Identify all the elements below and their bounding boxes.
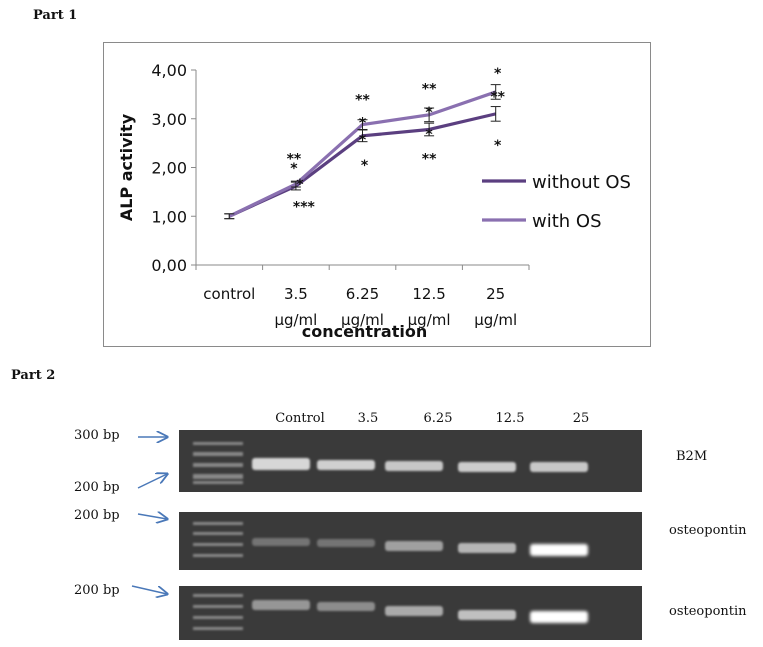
gel-band	[458, 609, 516, 621]
significance-marker: **	[355, 92, 370, 108]
error-bar	[424, 122, 435, 137]
y-tick-label: 3,00	[151, 110, 187, 129]
error-bar	[424, 107, 435, 123]
error-bar	[290, 180, 301, 188]
x-tick-label: 25	[486, 285, 505, 303]
ladder-band	[193, 616, 243, 619]
legend-label-with-os: with OS	[532, 211, 602, 232]
marker-label-200bp-opn2: 200 bp	[74, 583, 120, 598]
significance-marker: *	[296, 177, 304, 193]
gel-band	[385, 460, 443, 472]
ladder-band	[193, 543, 243, 546]
y-axis-title: ALP activity	[117, 113, 136, 221]
arrow-icon	[137, 514, 167, 519]
gel-band	[317, 601, 375, 611]
y-tick-label: 4,00	[151, 61, 187, 80]
gene-label-osteopontin-1: osteopontin	[669, 523, 747, 538]
ladder-band	[193, 532, 243, 535]
ladder-band	[193, 442, 243, 445]
arrow-icon	[131, 585, 167, 594]
x-tick-label: 3.5	[284, 285, 308, 303]
y-tick-label: 1,00	[151, 207, 187, 226]
lane-label-6-25: 6.25	[423, 411, 453, 426]
lane-label-12-5: 12.5	[495, 411, 525, 426]
significance-marker: *	[494, 66, 502, 82]
ladder-band	[193, 463, 243, 467]
gene-label-b2m: B2M	[676, 449, 708, 464]
ladder-band	[193, 627, 243, 630]
gel-band	[317, 538, 375, 548]
x-tick-label: µg/ml	[408, 311, 451, 329]
significance-marker: **	[422, 82, 437, 98]
gene-label-osteopontin-2: osteopontin	[669, 604, 747, 619]
x-tick-label: µg/ml	[474, 311, 517, 329]
significance-marker: **	[287, 152, 302, 168]
x-axis-title: concentration	[302, 322, 427, 341]
marker-label-200bp-b2m: 200 bp	[74, 480, 120, 495]
y-tick-label: 0,00	[151, 256, 187, 275]
ladder-band	[193, 474, 243, 479]
error-bar	[224, 213, 235, 220]
x-tick-label: 6.25	[346, 285, 379, 303]
gel-band	[252, 537, 310, 547]
ladder-band	[193, 522, 243, 525]
x-tick-label: control	[203, 285, 255, 303]
ladder-band	[193, 605, 243, 608]
gel-band	[530, 544, 588, 556]
ladder-band	[193, 594, 243, 597]
gel-band	[530, 611, 588, 623]
lane-label-control: Control	[275, 411, 325, 426]
significance-marker: *	[290, 161, 298, 177]
ladder-band	[193, 481, 243, 484]
alp-chart: 0,00 1,00 2,00 3,00 4,00 control 3.5 µg/ml 6.25 µ…	[103, 42, 651, 347]
ladder-band	[193, 554, 243, 557]
x-tick-label: µg/ml	[341, 311, 384, 329]
marker-label-300bp: 300 bp	[74, 428, 120, 443]
significance-marker: *	[359, 133, 367, 149]
gel-band	[317, 459, 375, 471]
legend-label-without-os: without OS	[532, 172, 631, 193]
significance-marker: *	[494, 138, 502, 154]
error-bar	[490, 106, 501, 122]
marker-label-200bp-opn1: 200 bp	[74, 508, 120, 523]
ladder-band	[193, 452, 243, 456]
significance-marker: *	[361, 158, 369, 174]
gel-band	[252, 458, 310, 470]
part1-title: Part 1	[33, 8, 78, 23]
significance-marker: *	[425, 127, 433, 143]
significance-marker: **	[422, 152, 437, 168]
gel-image-osteopontin-2	[179, 586, 642, 640]
arrow-icon	[137, 474, 167, 489]
error-bar	[357, 119, 368, 130]
part2-title: Part 2	[11, 368, 56, 383]
gel-band	[458, 461, 516, 473]
gel-band	[458, 542, 516, 554]
y-tick-label: 2,00	[151, 159, 187, 178]
gel-band	[530, 461, 588, 473]
gel-band	[252, 600, 310, 610]
significance-marker: *	[359, 116, 367, 132]
gel-band	[385, 541, 443, 551]
x-tick-label: µg/ml	[274, 311, 317, 329]
x-tick-label: 12.5	[412, 285, 445, 303]
lane-label-25: 25	[572, 411, 590, 426]
significance-marker: ***	[293, 200, 316, 216]
significance-marker: *	[425, 105, 433, 121]
gel-image-b2m	[179, 430, 642, 492]
alp-chart-svg: 0,00 1,00 2,00 3,00 4,00 control 3.5 µg/ml 6.25 µ…	[117, 61, 631, 341]
significance-marker: **	[490, 89, 505, 105]
gel-band	[385, 606, 443, 616]
gel-image-osteopontin-1	[179, 512, 642, 570]
lane-label-3-5: 3.5	[357, 411, 379, 426]
error-bar	[490, 84, 501, 100]
